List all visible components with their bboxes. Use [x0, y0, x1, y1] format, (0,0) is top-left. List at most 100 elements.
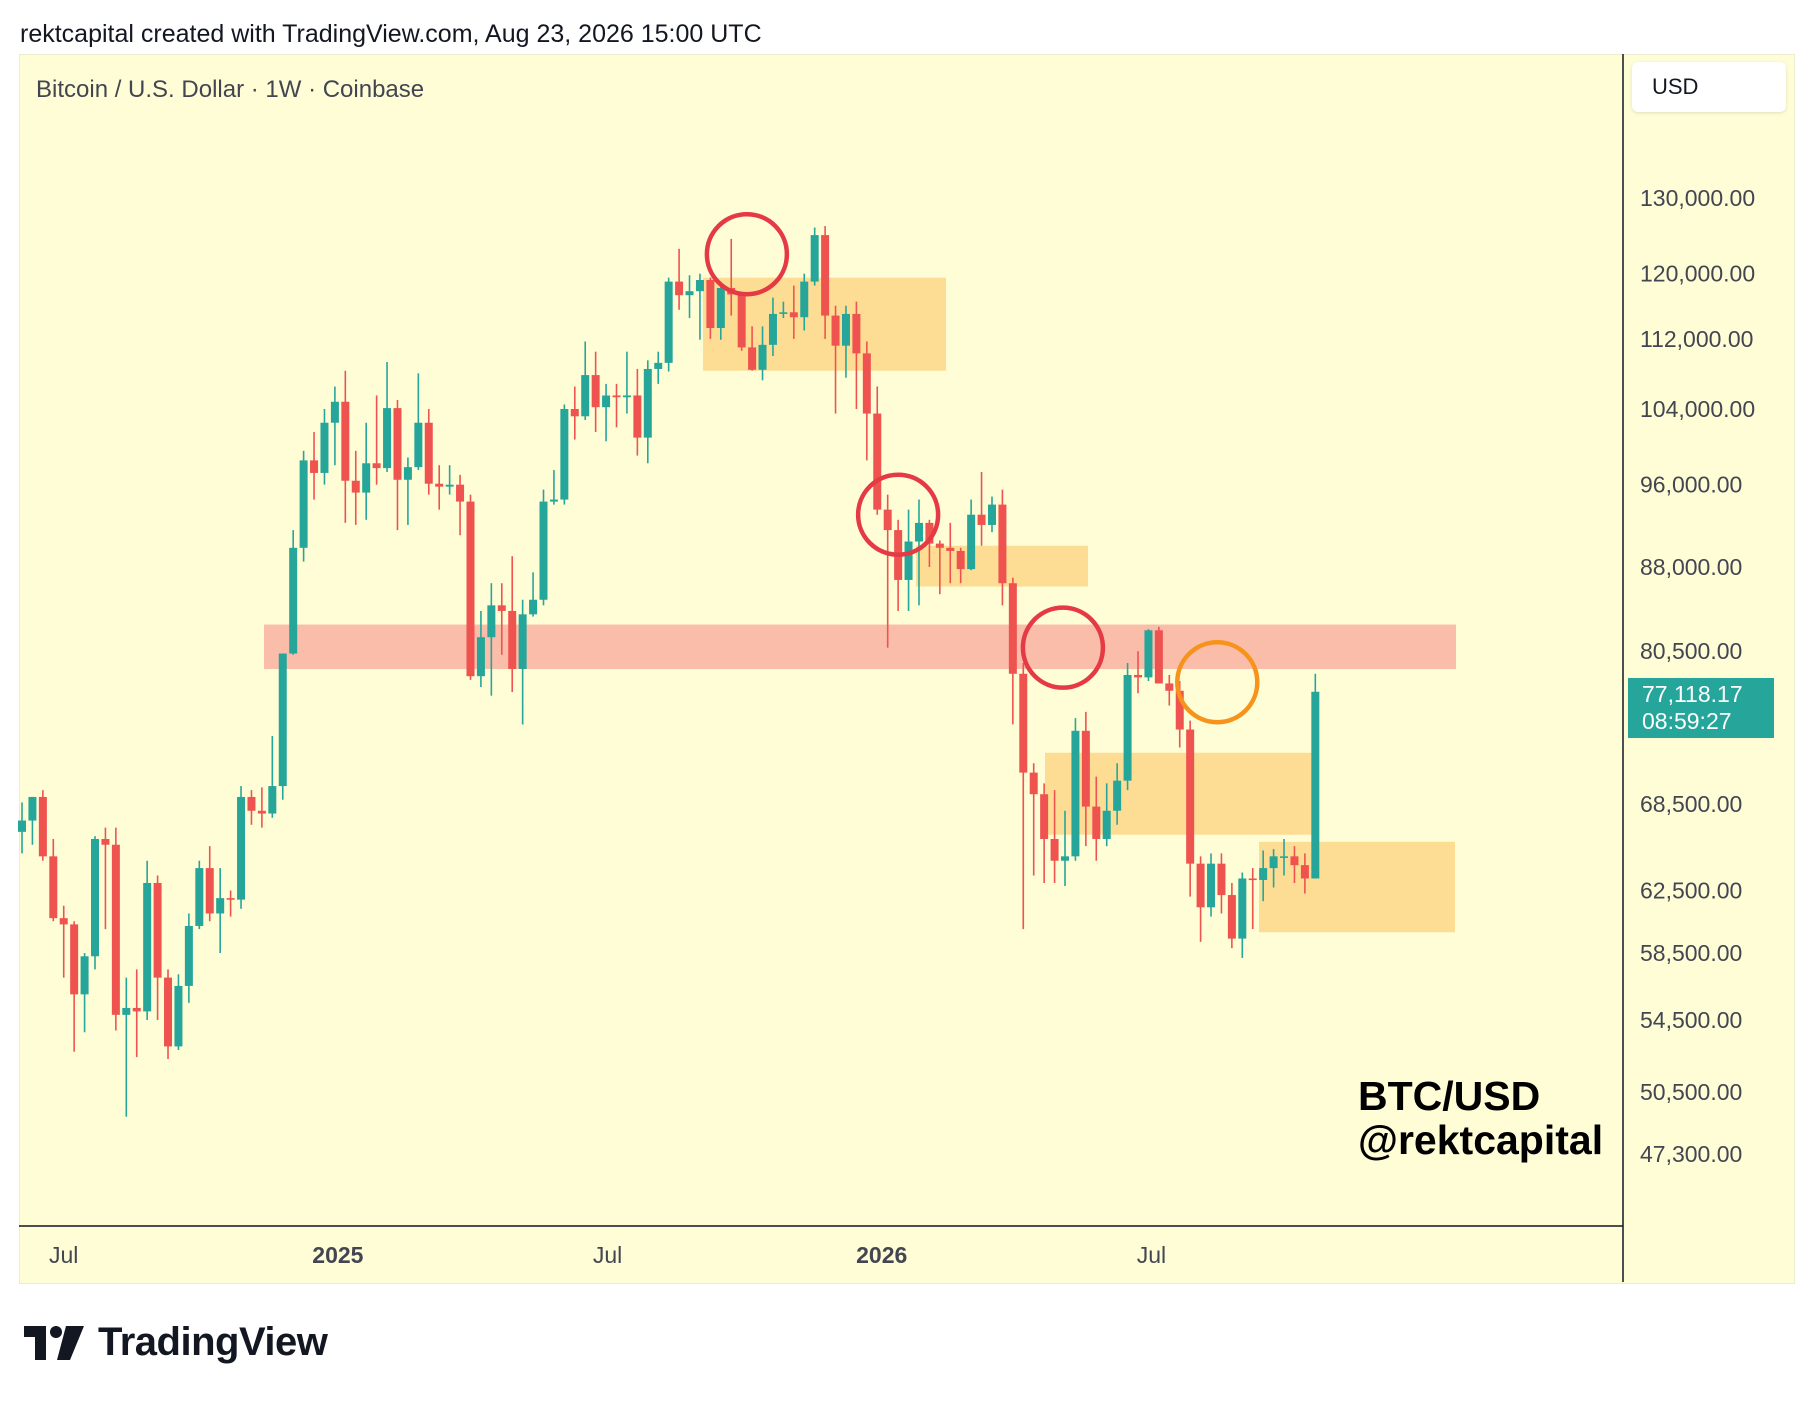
candle-body [403, 467, 412, 480]
y-tick-label: 96,000.00 [1640, 472, 1742, 498]
candle-body [195, 868, 204, 926]
candle-body [466, 501, 475, 677]
candle-body [268, 786, 277, 814]
candle-body [414, 422, 423, 468]
candle-body [883, 509, 892, 531]
candle-body [1019, 673, 1028, 773]
candle-body [716, 287, 725, 329]
candle-body [591, 375, 600, 408]
candle-body [737, 294, 746, 348]
red-circle-lower-high-1 [855, 472, 941, 557]
consolidation-zone [1259, 841, 1455, 933]
candle-body [518, 614, 527, 669]
candle-body [1227, 895, 1236, 939]
candle-body [768, 313, 777, 345]
candle-body [49, 856, 58, 919]
candle-body [257, 810, 266, 814]
red-circle-top [704, 211, 790, 297]
candle-body [226, 898, 235, 900]
candle-body [1102, 810, 1111, 839]
candle-body [1196, 863, 1205, 908]
candle-body [101, 838, 110, 845]
candle-body [153, 882, 162, 978]
candle-body [529, 599, 538, 615]
candle-body [18, 820, 26, 832]
candle-body [841, 313, 850, 346]
candle-body [549, 499, 558, 502]
candle-body [299, 460, 308, 548]
candle-body [935, 543, 944, 548]
candle-body [602, 395, 611, 408]
candle-body [1144, 630, 1153, 678]
zones-layer [264, 277, 1456, 933]
candle-body [435, 483, 444, 487]
candle-body [320, 422, 329, 473]
candle-body [956, 550, 965, 570]
candle-body [998, 504, 1007, 584]
candle-body [28, 796, 37, 821]
logo-text: TradingView [98, 1320, 328, 1364]
candle-body [1134, 674, 1143, 678]
candle-body [1092, 806, 1101, 839]
chart-area[interactable] [19, 54, 1795, 1284]
candle-body [977, 514, 986, 525]
currency-selector[interactable]: USD [1632, 62, 1786, 112]
candle-body [1269, 856, 1278, 869]
watermark-pair: BTC/USD [1358, 1073, 1541, 1119]
y-tick-label: 68,500.00 [1640, 791, 1742, 817]
candle-body [1259, 868, 1268, 880]
candle-body [122, 1007, 131, 1015]
candle-body [748, 347, 757, 370]
candle-body [622, 395, 631, 398]
candle-body [80, 956, 89, 995]
candle-body [310, 460, 319, 473]
candle-body [330, 401, 339, 423]
candle-body [904, 541, 913, 580]
candle-body [456, 484, 465, 502]
candle-body [1081, 730, 1090, 807]
x-tick-label: Jul [49, 1242, 78, 1268]
candle-body [539, 501, 548, 600]
candle-body [800, 281, 809, 318]
candle-body [237, 796, 246, 900]
candle-body [852, 313, 861, 354]
y-tick-label: 88,000.00 [1640, 554, 1742, 580]
candle-body [59, 918, 68, 925]
candle-body [810, 235, 819, 282]
candle-body [1071, 730, 1080, 857]
candle-body [987, 504, 996, 525]
candle-body [341, 401, 350, 481]
candle-body [393, 408, 402, 480]
candle-body [873, 413, 882, 510]
tradingview-logo[interactable]: TradingView [24, 1320, 328, 1365]
candle-body [675, 281, 684, 296]
chart-watermark: BTC/USD @rektcapital [1358, 1074, 1603, 1162]
candle-body [685, 291, 694, 296]
y-tick-label: 54,500.00 [1640, 1007, 1742, 1033]
candle-body [184, 925, 193, 986]
axes-layer: 130,000.00 120,000.00 112,000.00 104,000.00… [19, 54, 1755, 1282]
candle-body [706, 280, 715, 329]
candle-body [1290, 856, 1299, 866]
red-circle-lower-high-2 [1020, 605, 1106, 690]
candle-body [1300, 865, 1309, 879]
candle-body [1154, 630, 1163, 684]
candle-body [476, 637, 485, 677]
candle-body [914, 522, 923, 542]
candle-body [1280, 856, 1289, 858]
candle-body [695, 280, 704, 292]
candle-body [779, 312, 788, 314]
symbol-title: Bitcoin / U.S. Dollar · 1W · Coinbase [36, 76, 425, 103]
candle-body [205, 868, 214, 914]
resistance-band [264, 624, 1456, 669]
candle-body [1123, 674, 1132, 781]
candle-body [643, 368, 652, 438]
candle-body [164, 977, 173, 1047]
candle-body [132, 1007, 141, 1012]
y-tick-label: 62,500.00 [1640, 878, 1742, 904]
candle-body [247, 796, 256, 811]
candle-body [111, 844, 120, 1015]
tradingview-logo-icon [24, 1325, 84, 1360]
candle-body [946, 547, 955, 551]
